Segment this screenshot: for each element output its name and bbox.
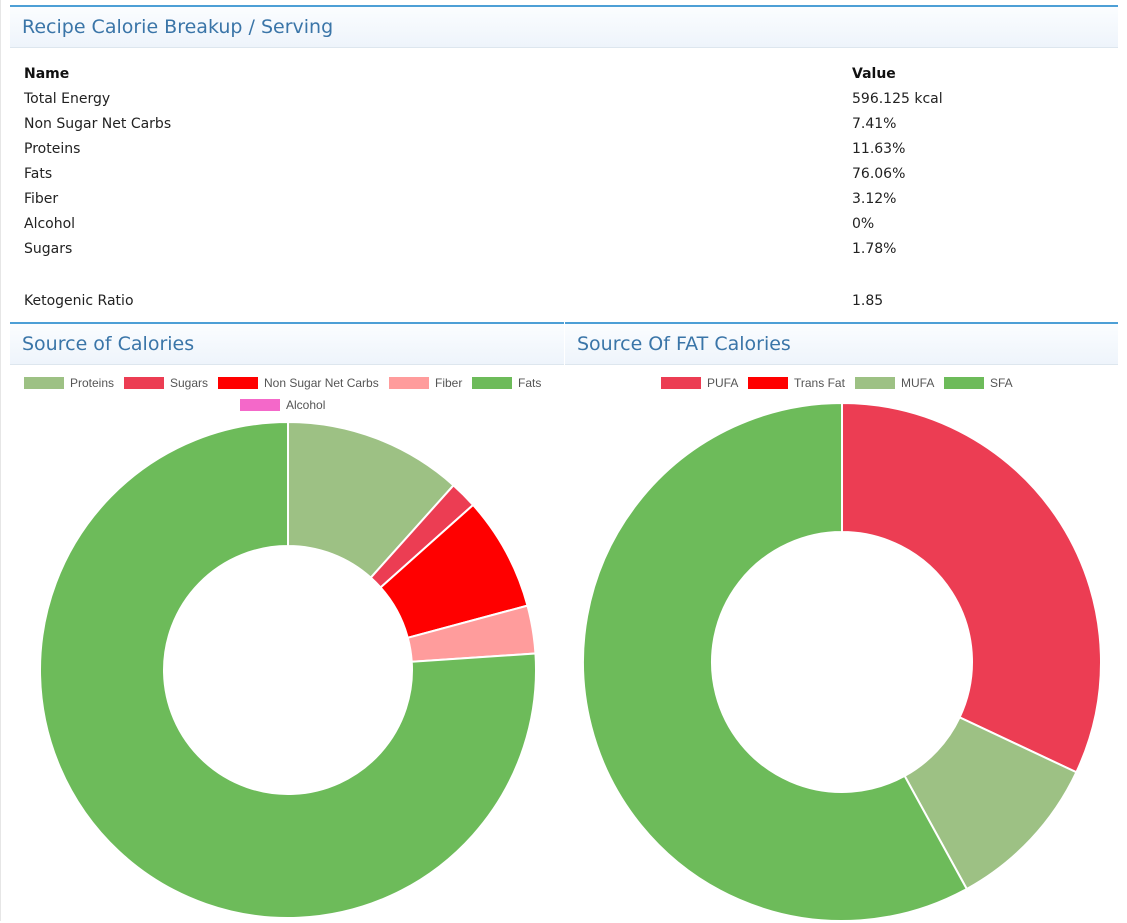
row-value: 11.63%: [852, 141, 906, 157]
legend-swatch: [389, 377, 429, 389]
row-value: 76.06%: [852, 166, 906, 182]
fat-donut-chart: [582, 401, 1102, 922]
calorie-breakup-title: Recipe Calorie Breakup / Serving: [10, 7, 1118, 48]
slice-sfa[interactable]: [582, 401, 969, 922]
row-name: Non Sugar Net Carbs: [24, 116, 172, 132]
calorie-breakup-panel: Recipe Calorie Breakup / Serving Name Va…: [10, 5, 1118, 320]
table-row: Proteins 11.63%: [24, 138, 1114, 160]
legend-label: Alcohol: [286, 398, 326, 412]
row-name: Fats: [24, 166, 53, 182]
legend-label: Sugars: [170, 376, 209, 390]
calories-donut-chart: [39, 420, 537, 919]
legend-swatch: [472, 377, 512, 389]
calories-legend: Proteins Sugars Non Sugar Net Carbs Fibe…: [10, 324, 564, 414]
legend-label: MUFA: [901, 376, 935, 390]
ketogenic-ratio-row: Ketogenic Ratio 1.85: [24, 290, 1114, 312]
row-name: Sugars: [24, 241, 73, 257]
column-header-value: Value: [852, 66, 896, 82]
row-name: Proteins: [24, 141, 81, 157]
row-name: Alcohol: [24, 216, 76, 232]
legend-swatch: [944, 377, 984, 389]
source-of-calories-title: Source of Calories: [10, 324, 564, 365]
row-value: 1.85: [852, 293, 884, 309]
legend-label: Fiber: [435, 376, 463, 390]
source-of-calories-panel: Source of Calories Proteins Sugars Non S…: [10, 322, 564, 923]
row-value: 0%: [852, 216, 875, 232]
fat-legend: PUFA Trans Fat MUFA SFA: [565, 324, 1118, 414]
legend-swatch: [218, 377, 258, 389]
legend-label: Proteins: [70, 376, 115, 390]
table-row: Alcohol 0%: [24, 213, 1114, 235]
legend-label: Fats: [518, 376, 542, 390]
row-value: 7.41%: [852, 116, 897, 132]
table-row: Total Energy 596.125 kcal: [24, 88, 1114, 110]
source-of-fat-panel: Source Of FAT Calories PUFA Trans Fat MU…: [565, 322, 1118, 923]
legend-label: Non Sugar Net Carbs: [264, 376, 379, 390]
legend-swatch: [661, 377, 701, 389]
table-row: Sugars 1.78%: [24, 238, 1114, 260]
column-header-name: Name: [24, 66, 70, 82]
table-header: Name Value: [24, 63, 1114, 85]
legend-swatch: [24, 377, 64, 389]
row-value: 596.125 kcal: [852, 91, 943, 107]
legend-swatch: [124, 377, 164, 389]
row-name: Fiber: [24, 191, 59, 207]
slice-fats[interactable]: [39, 420, 537, 919]
slice-pufa[interactable]: [841, 401, 1102, 774]
legend-label: PUFA: [707, 376, 739, 390]
legend-swatch: [240, 399, 280, 411]
source-of-fat-title: Source Of FAT Calories: [565, 324, 1118, 365]
table-row: Fats 76.06%: [24, 163, 1114, 185]
legend-label: Trans Fat: [794, 376, 845, 390]
legend-swatch: [855, 377, 895, 389]
table-row: Fiber 3.12%: [24, 188, 1114, 210]
row-name: Ketogenic Ratio: [24, 293, 134, 309]
table-row: Non Sugar Net Carbs 7.41%: [24, 113, 1114, 135]
legend-label: SFA: [990, 376, 1013, 390]
row-value: 3.12%: [852, 191, 897, 207]
row-value: 1.78%: [852, 241, 897, 257]
row-name: Total Energy: [24, 91, 111, 107]
page-left-border: [0, 0, 1, 921]
legend-swatch: [748, 377, 788, 389]
